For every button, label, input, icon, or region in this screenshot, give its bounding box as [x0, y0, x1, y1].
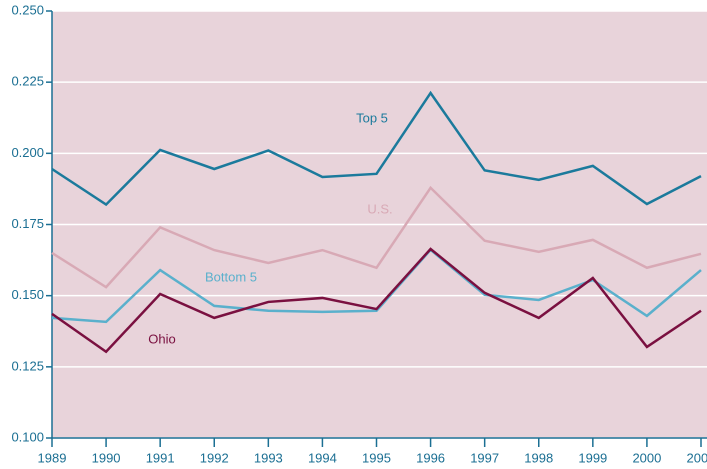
y-tick-label: 0.100: [11, 429, 44, 444]
y-tick-label: 0.175: [11, 216, 44, 231]
series-label: Ohio: [148, 331, 175, 346]
x-tick-label: 1989: [38, 450, 67, 465]
x-tick-label: 1998: [524, 450, 553, 465]
y-tick-label: 0.200: [11, 145, 44, 160]
x-tick-label: 2001: [687, 450, 707, 465]
x-tick-label: 1991: [146, 450, 175, 465]
x-tick-label: 1997: [470, 450, 499, 465]
y-tick-label: 0.125: [11, 358, 44, 373]
x-tick-label: 1990: [92, 450, 121, 465]
series-label: Bottom 5: [205, 269, 257, 284]
series-line: [51, 90, 702, 207]
x-tick-label: 1996: [416, 450, 445, 465]
x-tick-label: 1994: [308, 450, 337, 465]
x-tick-label: 1999: [578, 450, 607, 465]
x-tick-label: 1993: [254, 450, 283, 465]
y-tick-label: 0.250: [11, 2, 44, 17]
series-line: [51, 185, 702, 289]
x-tick-label: 1992: [200, 450, 229, 465]
x-tick-label: 1995: [362, 450, 391, 465]
series-label: Top 5: [356, 110, 388, 125]
y-tick-label: 0.150: [11, 287, 44, 302]
y-tick-label: 0.225: [11, 74, 44, 89]
series-line: [51, 247, 702, 354]
x-tick-label: 2000: [632, 450, 661, 465]
series-label: U.S.: [367, 201, 392, 216]
